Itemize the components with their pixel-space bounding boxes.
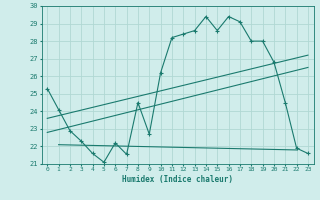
X-axis label: Humidex (Indice chaleur): Humidex (Indice chaleur) bbox=[122, 175, 233, 184]
